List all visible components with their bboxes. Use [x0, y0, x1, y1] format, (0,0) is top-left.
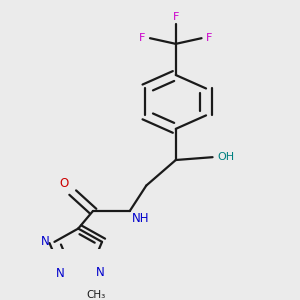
- Text: F: F: [172, 12, 179, 22]
- Text: OH: OH: [217, 152, 234, 162]
- Text: F: F: [206, 33, 212, 43]
- Text: CH₃: CH₃: [86, 290, 106, 300]
- Text: N: N: [56, 267, 65, 280]
- Text: O: O: [59, 177, 68, 190]
- Text: NH: NH: [132, 212, 149, 225]
- Text: F: F: [139, 33, 146, 43]
- Text: N: N: [96, 266, 105, 279]
- Text: N: N: [40, 235, 49, 248]
